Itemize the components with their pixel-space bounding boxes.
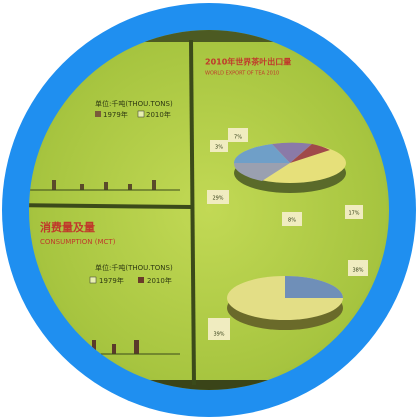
bar [104, 182, 108, 190]
bottom-edge [29, 380, 389, 390]
unit-label: 单位:千吨(THOU.TONS) [95, 99, 173, 108]
bar [52, 180, 56, 190]
pie-slice [285, 276, 343, 298]
divider-horizontal [29, 203, 193, 209]
pie-label: 38% [352, 268, 363, 274]
panel-title: 2010年世界茶叶出口量 [205, 57, 291, 67]
unit-label: 单位:千吨(THOU.TONS) [95, 263, 173, 272]
panel-title: 消费量及量 [40, 220, 95, 234]
legend-swatch [137, 110, 145, 118]
legend-label: 1979年 [103, 110, 128, 119]
legend-label: 2010年 [146, 110, 171, 119]
label-box [228, 128, 248, 142]
pie-slice [233, 144, 290, 163]
pie-slice [290, 144, 330, 163]
pie-label: 3% [215, 145, 223, 151]
label-box [207, 190, 229, 204]
divider-vertical [189, 39, 196, 386]
label-box [210, 140, 228, 152]
legend-swatch [138, 277, 144, 283]
bar [112, 344, 116, 354]
pie-label: 29% [212, 196, 223, 202]
bar [80, 184, 84, 190]
pie-label: 7% [234, 135, 242, 141]
label-box [208, 318, 230, 340]
bar [152, 180, 156, 190]
label-box [282, 212, 302, 226]
pie-label: 39% [213, 332, 224, 338]
pie-bottom [227, 276, 343, 330]
bar-group [92, 340, 139, 354]
legend-label: 2010年 [147, 276, 172, 285]
pie-label: 17% [348, 211, 359, 217]
pie-label: 8% [288, 218, 296, 224]
bar [92, 340, 96, 354]
legend-swatch [95, 111, 101, 117]
top-edge [29, 30, 389, 42]
bar-group [52, 180, 156, 190]
label-box [348, 260, 368, 276]
legend-swatch [89, 276, 97, 284]
bar [134, 340, 139, 354]
legend-label: 1979年 [99, 276, 124, 285]
pie-slice [233, 163, 290, 181]
panel-subtitle: WORLD EXPORT OF TEA 2010 [205, 71, 279, 77]
panel-subtitle: CONSUMPTION (MCT) [40, 238, 116, 246]
pie-labels: 7% 3% 29% 17% 8% 38% 39% [207, 128, 368, 340]
pie-top [233, 142, 346, 193]
bar [128, 184, 132, 190]
pie-slice [272, 142, 312, 163]
label-box [345, 205, 363, 219]
